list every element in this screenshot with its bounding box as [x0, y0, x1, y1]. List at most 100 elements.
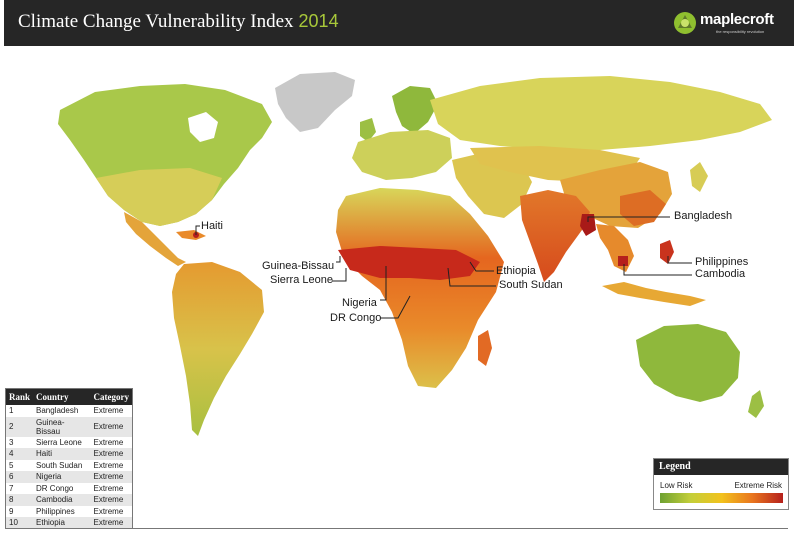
callout-sierra-leone: Sierra Leone — [270, 274, 333, 286]
country-cell: Nigeria — [33, 471, 91, 483]
category-cell: Extreme — [90, 448, 133, 460]
callout-philippines: Philippines — [695, 256, 749, 268]
footer-divider — [10, 528, 788, 529]
philippines-islands — [660, 240, 674, 264]
guinea-bissau-callout-line — [336, 256, 341, 263]
table-row: 3 Sierra Leone Extreme — [6, 437, 133, 449]
legend-low-label: Low Risk — [660, 481, 693, 490]
table-row: 5 South Sudan Extreme — [6, 460, 133, 472]
bangladesh-region — [580, 214, 596, 236]
cambodia-callout-line — [623, 264, 692, 276]
table-row: 8 Cambodia Extreme — [5, 494, 133, 506]
haiti-callout-line — [195, 225, 200, 235]
table-row: 4 Haiti Extreme — [5, 448, 133, 460]
central-america-landmass — [124, 212, 186, 266]
legend-title: Legend — [654, 459, 788, 475]
africa-landmass — [336, 188, 504, 388]
japan-landmass — [690, 162, 708, 192]
category-cell: Extreme — [93, 406, 124, 416]
world-map — [58, 72, 772, 436]
country-column-header: Country — [33, 388, 91, 405]
table-row: 1 Bangladesh Extreme — [6, 405, 133, 417]
table-row: 7 DR Congo Extreme — [6, 483, 133, 495]
scandinavia-landmass — [392, 86, 438, 134]
category-cell: Extreme — [90, 416, 133, 437]
europe-landmass — [352, 130, 452, 180]
rank-cell: 1 — [9, 406, 14, 416]
dr-congo-callout-line — [380, 295, 411, 319]
logo-text: maplecroft — [700, 11, 774, 28]
callout-nigeria: Nigeria — [342, 297, 377, 309]
callout-ethiopia: Ethiopia — [496, 265, 536, 277]
rank-cell: 2 — [5, 416, 34, 437]
table-header-row: Rank Country Category — [5, 388, 133, 405]
legend-gradient-bar — [660, 493, 783, 503]
rank-cell: 6 — [5, 471, 34, 483]
rank-cell: 4 — [5, 448, 34, 460]
new-zealand-island — [748, 390, 764, 418]
category-cell: Extreme — [90, 517, 133, 529]
title-year: 2014 — [298, 11, 339, 31]
leaf-icon — [674, 12, 696, 34]
philippines-callout-line — [667, 256, 692, 264]
callout-dr-congo: DR Congo — [330, 312, 382, 324]
callout-lines — [195, 216, 692, 319]
country-cell: Ethiopia — [33, 517, 91, 529]
russia-landmass — [430, 76, 772, 150]
table-row: 9 Philippines Extreme — [6, 506, 133, 518]
category-cell: Extreme — [90, 494, 133, 506]
country-cell: Haiti — [33, 448, 91, 460]
table-row: 10 Ethiopia Extreme — [5, 517, 133, 529]
category-cell: Extreme — [93, 460, 124, 470]
title-text: Climate Change Vulnerability Index — [18, 11, 294, 32]
south-america-landmass — [172, 262, 264, 436]
logo-tagline: the responsibility revolution — [716, 29, 765, 34]
callout-south-sudan: South Sudan — [499, 279, 563, 291]
rank-cell: 9 — [9, 506, 14, 516]
caribbean-islands — [176, 230, 206, 240]
category-cell: Extreme — [93, 506, 124, 516]
category-column-header: Category — [90, 388, 133, 405]
nigeria-callout-line — [380, 266, 387, 301]
india-landmass — [520, 190, 590, 282]
ethiopia-callout-line — [469, 261, 494, 272]
cambodia-region — [618, 256, 628, 266]
australia-landmass — [636, 324, 740, 402]
rank-column-header: Rank — [5, 388, 34, 405]
category-cell: Extreme — [90, 471, 133, 483]
header-bar: Climate Change Vulnerability Index 2014 m… — [4, 0, 794, 46]
country-cell: Sierra Leone — [36, 437, 82, 447]
country-cell: South Sudan — [36, 460, 83, 470]
ranking-table: Rank Country Category 1 Bangladesh Extreme… — [5, 388, 133, 529]
bangladesh-callout-line — [587, 216, 670, 222]
page-title: Climate Change Vulnerability Index 2014 — [18, 11, 339, 33]
country-cell: Cambodia — [33, 494, 91, 506]
category-cell: Extreme — [93, 437, 124, 447]
sahel-extreme-region — [338, 246, 480, 280]
callout-haiti: Haiti — [201, 220, 224, 232]
rank-cell: 3 — [9, 437, 14, 447]
category-cell: Extreme — [93, 483, 124, 493]
table-row: 6 Nigeria Extreme — [5, 471, 133, 483]
rank-cell: 10 — [5, 517, 34, 529]
country-cell: DR Congo — [36, 483, 74, 493]
callout-bangladesh: Bangladesh — [674, 210, 733, 222]
maplecroft-logo: maplecroft the responsibility revolution — [672, 8, 782, 38]
country-cell: Bangladesh — [36, 406, 79, 416]
rank-cell: 5 — [9, 460, 14, 470]
callout-guinea-bissau: Guinea-Bissau — [262, 260, 335, 272]
usa-region — [96, 168, 222, 226]
hudson-bay — [188, 112, 218, 142]
legend-high-label: Extreme Risk — [734, 481, 782, 490]
sierra-leone-callout-line — [332, 268, 347, 282]
indonesia-islands — [602, 282, 706, 306]
table-row: 2 Guinea-Bissau Extreme — [5, 416, 133, 437]
greenland-landmass — [275, 72, 355, 132]
callout-cambodia: Cambodia — [695, 268, 746, 280]
rank-cell: 8 — [5, 494, 34, 506]
map-legend: Legend Low Risk Extreme Risk — [653, 458, 789, 510]
country-cell: Philippines — [36, 506, 75, 516]
southeast-asia-landmass — [596, 224, 634, 272]
rank-cell: 7 — [9, 483, 14, 493]
uk-landmass — [360, 118, 376, 142]
